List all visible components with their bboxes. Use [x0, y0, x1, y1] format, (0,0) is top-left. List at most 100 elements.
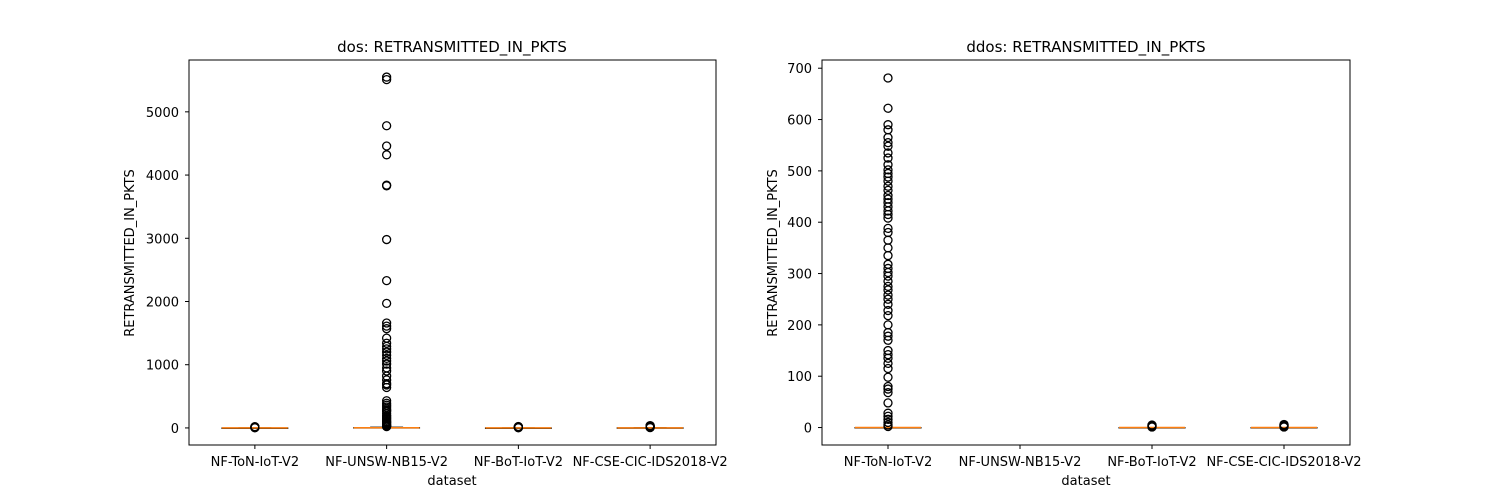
outlier-point	[883, 153, 893, 163]
outlier-point	[883, 137, 893, 148]
outlier-point	[381, 380, 392, 390]
outlier-point	[883, 103, 893, 113]
outlier-point	[883, 165, 893, 175]
outlier-point	[883, 285, 893, 295]
outlier-point	[883, 172, 893, 182]
outlier-point	[883, 243, 893, 253]
outlier-point	[883, 290, 893, 300]
ddos-chart-title: ddos: RETRANSMITTED_IN_PKTS	[966, 38, 1205, 57]
outlier-point	[883, 363, 893, 374]
dos-box-2	[484, 421, 552, 433]
outlier-point	[513, 421, 524, 432]
ddos-box-2	[1118, 420, 1186, 432]
ddos-y-tick-label: 500	[787, 165, 812, 180]
dos-x-tick-label: NF-BoT-IoT-V2	[474, 455, 563, 470]
outlier-point	[381, 353, 392, 364]
outlier-point	[883, 185, 893, 196]
outlier-point	[883, 358, 893, 369]
ddos-y-tick-label: 100	[787, 370, 812, 385]
outlier-point	[883, 299, 893, 309]
outlier-point	[883, 132, 893, 143]
outlier-point	[381, 275, 392, 286]
dos-y-tick-label: 2000	[146, 295, 179, 310]
outlier-point	[381, 141, 392, 151]
outlier-point	[381, 150, 392, 160]
outlier-point	[381, 341, 392, 352]
ddos-x-tick-label: NF-BoT-IoT-V2	[1107, 455, 1196, 470]
dos-box-1	[353, 72, 421, 432]
outlier-point	[381, 121, 392, 131]
ddos-y-tick-label: 400	[787, 216, 812, 231]
outlier-point	[883, 398, 893, 408]
outlier-point	[381, 359, 392, 369]
outlier-point	[381, 181, 392, 191]
ddos-x-axis-label: dataset	[1061, 474, 1110, 489]
outlier-point	[883, 417, 893, 428]
outlier-point	[883, 350, 893, 360]
dos-x-tick-label: NF-UNSW-NB15-V2	[325, 455, 448, 470]
outlier-point	[883, 281, 893, 292]
outlier-point	[883, 372, 893, 382]
dos-box-3	[616, 420, 684, 433]
outlier-point	[883, 73, 893, 83]
ddos-chart-panel: ddos: RETRANSMITTED_IN_PKTS dataset RETR…	[766, 38, 1362, 489]
outlier-point	[883, 148, 893, 158]
outlier-point	[883, 120, 893, 130]
outlier-point	[883, 125, 893, 135]
outlier-point	[883, 209, 893, 220]
ddos-x-tick-label: NF-CSE-CIC-IDS2018-V2	[1206, 455, 1361, 470]
dos-y-tick-label: 5000	[146, 106, 179, 121]
outlier-point	[883, 414, 893, 424]
outlier-point	[883, 181, 893, 191]
outlier-point	[883, 384, 893, 394]
outlier-point	[883, 411, 893, 421]
outlier-point	[381, 298, 392, 309]
outlier-point	[645, 420, 655, 431]
dos-chart-panel: dos: RETRANSMITTED_IN_PKTS dataset RETRA…	[123, 38, 728, 489]
outlier-point	[381, 347, 392, 357]
outlier-point	[381, 350, 392, 360]
outlier-point	[883, 271, 893, 281]
outlier-point	[883, 267, 893, 278]
outlier-point	[381, 366, 392, 376]
outlier-point	[883, 294, 893, 304]
outlier-point	[381, 356, 392, 366]
outlier-point	[883, 387, 893, 398]
outlier-point	[883, 421, 893, 432]
outlier-point	[381, 72, 392, 82]
dos-y-tick-label: 4000	[146, 169, 179, 184]
dos-plot-area	[188, 59, 717, 446]
ddos-box-3	[1250, 419, 1318, 432]
dos-y-axis-label: RETRANSMITTED_IN_PKTS	[123, 169, 138, 337]
dos-chart-title: dos: RETRANSMITTED_IN_PKTS	[337, 38, 567, 57]
outlier-point	[883, 141, 893, 151]
dos-x-tick-label: NF-CSE-CIC-IDS2018-V2	[573, 455, 728, 470]
dos-box-0	[221, 422, 289, 433]
outlier-point	[381, 324, 392, 334]
outlier-point	[883, 381, 893, 392]
outlier-point	[250, 422, 260, 432]
outlier-point	[381, 382, 392, 393]
outlier-point	[883, 305, 893, 316]
outlier-point	[883, 206, 893, 216]
outlier-point	[381, 344, 392, 354]
outlier-point	[381, 318, 392, 328]
outlier-point	[381, 421, 392, 432]
outlier-point	[883, 250, 893, 261]
outlier-point	[883, 310, 893, 321]
dos-x-axis-label: dataset	[427, 474, 476, 489]
ddos-box-0	[854, 73, 922, 432]
outlier-point	[883, 331, 893, 341]
outlier-point	[883, 213, 893, 223]
outlier-point	[381, 234, 392, 245]
ddos-y-tick-label: 700	[787, 62, 812, 77]
ddos-y-tick-label: 300	[787, 268, 812, 283]
ddos-y-axis-label: RETRANSMITTED_IN_PKTS	[766, 169, 781, 337]
dos-y-tick-label: 3000	[146, 232, 179, 247]
outlier-point	[1147, 420, 1157, 430]
ddos-x-tick-label: NF-ToN-IoT-V2	[844, 455, 932, 470]
ddos-y-tick-label: 600	[787, 114, 812, 129]
dos-y-tick-label: 1000	[146, 359, 179, 374]
